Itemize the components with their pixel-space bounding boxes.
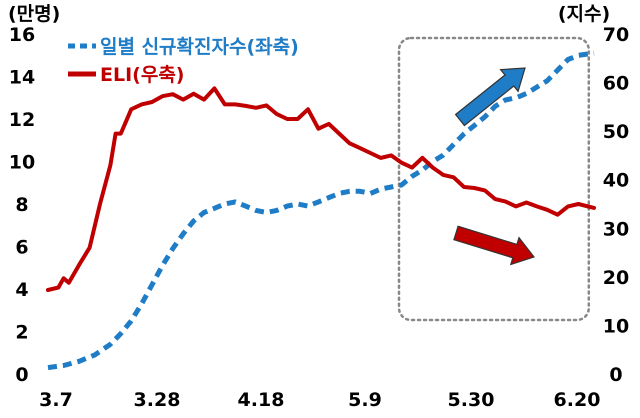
series-line-eli xyxy=(46,86,596,292)
y-right-tick-label: 50 xyxy=(603,121,629,143)
y-right-tick-label: 10 xyxy=(603,315,629,337)
y-left-tick-label: 16 xyxy=(9,24,35,46)
y-left-tick-label: 8 xyxy=(15,194,28,216)
y-right-tick-label: 60 xyxy=(603,73,629,95)
x-tick-label: 5.9 xyxy=(348,389,382,411)
y-right-unit: (지수) xyxy=(558,3,610,25)
highlight-box xyxy=(397,36,591,322)
y-right-tick-label: 0 xyxy=(609,364,622,386)
legend: 일별 신규확진자수(좌축) ELI(우축) xyxy=(68,35,299,86)
y-right-tick-label: 30 xyxy=(603,218,629,240)
x-tick-label: 3.7 xyxy=(39,389,73,411)
series-layer xyxy=(46,50,596,371)
highlight-layer xyxy=(397,36,591,322)
y-right-tick-label: 20 xyxy=(603,267,629,289)
y-left-tick-label: 12 xyxy=(9,109,35,131)
legend-eli-label: ELI(우축) xyxy=(100,64,184,86)
legend-cases-label: 일별 신규확진자수(좌축) xyxy=(100,35,299,58)
y-left-tick-label: 14 xyxy=(9,67,35,89)
y-left-unit: (만명) xyxy=(8,3,60,25)
series-line-cases xyxy=(47,50,595,371)
arrow-layer xyxy=(453,67,535,266)
x-tick-label: 3.28 xyxy=(134,389,181,411)
y-right-tick-label: 40 xyxy=(603,170,629,192)
y-right-tick-label: 70 xyxy=(603,24,629,46)
x-tick-label: 4.18 xyxy=(238,389,285,411)
y-left-tick-label: 2 xyxy=(15,322,28,344)
y-left-tick-label: 6 xyxy=(15,237,28,259)
y-left-tick-label: 0 xyxy=(15,364,28,386)
x-tick-label: 6.20 xyxy=(554,389,601,411)
x-tick-label: 5.30 xyxy=(448,389,495,411)
y-left-tick-label: 4 xyxy=(15,279,28,301)
y-left-tick-label: 10 xyxy=(9,152,35,174)
arrow-up-icon xyxy=(454,67,526,127)
arrow-down-right-icon xyxy=(453,225,535,266)
axes-layer: 0 2 4 6 8 10 12 14 16 0 10 20 30 40 50 60 70 3.7 3.28 4.18 5… xyxy=(9,24,629,411)
